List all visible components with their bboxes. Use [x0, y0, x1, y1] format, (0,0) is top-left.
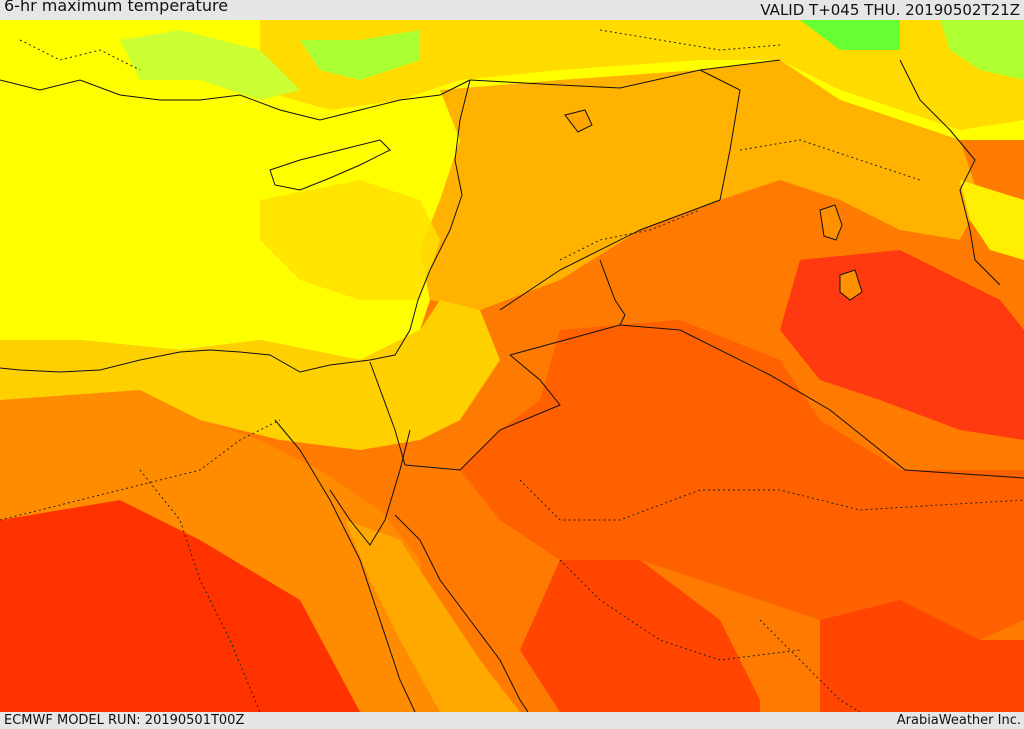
temp-zone-gold-med: [0, 300, 500, 450]
lake-assad: [564, 109, 593, 133]
temp-zone-green-caucasus: [800, 20, 900, 50]
temp-zone-red-east: [820, 600, 1024, 712]
border-turkey-syria: [469, 59, 781, 89]
temp-zone-red-iraq: [780, 250, 1024, 440]
temp-zone-red-southwest: [0, 500, 360, 712]
border-syria-iraq: [499, 69, 741, 311]
temp-zone-yellow-sea: [0, 20, 1024, 360]
temperature-map[interactable]: [0, 20, 1024, 712]
coastline-cyprus: [269, 139, 391, 191]
temp-zone-green-anatolia: [120, 30, 300, 100]
credit-text: ArabiaWeather Inc.: [896, 713, 1021, 728]
temp-zone-orange-red: [460, 320, 1024, 640]
temp-zone-gold-turkey: [260, 20, 1024, 130]
model-run: ECMWF MODEL RUN: 20190501T00Z: [4, 713, 245, 728]
coastline-sinai: [329, 429, 411, 546]
border-jordan-saudi-2: [404, 354, 561, 471]
map-title: 6-hr maximum temperature: [4, 0, 229, 15]
temp-zone-gold-sea-east: [260, 180, 440, 300]
temp-zone-green-anatolia-2: [300, 30, 420, 80]
temp-zone-green-northeast: [940, 20, 1024, 80]
border-egypt-israel: [369, 361, 406, 466]
temp-zone-redsea: [345, 520, 520, 712]
coastline-redsea-east: [394, 514, 529, 712]
temp-zone-green-zagros: [960, 180, 1024, 260]
lake-tharthar: [819, 204, 843, 241]
map-header: 6-hr maximum temperature VALID T+045 THU…: [0, 0, 1024, 20]
coastline-turkey: [0, 79, 471, 121]
temp-zone-gold-levant: [420, 60, 980, 310]
lake-habbaniyah: [839, 269, 863, 301]
border-iraq-iran: [899, 59, 1001, 286]
coastline-redsea-west: [274, 419, 416, 712]
map-footer: ECMWF MODEL RUN: 20190501T00Z ArabiaWeat…: [0, 712, 1024, 729]
border-iraq-saudi: [599, 259, 626, 326]
coastline-levant: [0, 79, 471, 373]
dotted-admin-boundaries: [0, 29, 1024, 712]
temp-zone-red-arabia: [520, 560, 760, 712]
temp-zone-orange: [0, 390, 470, 712]
valid-time: VALID T+045 THU. 20190502T21Z: [760, 1, 1020, 19]
